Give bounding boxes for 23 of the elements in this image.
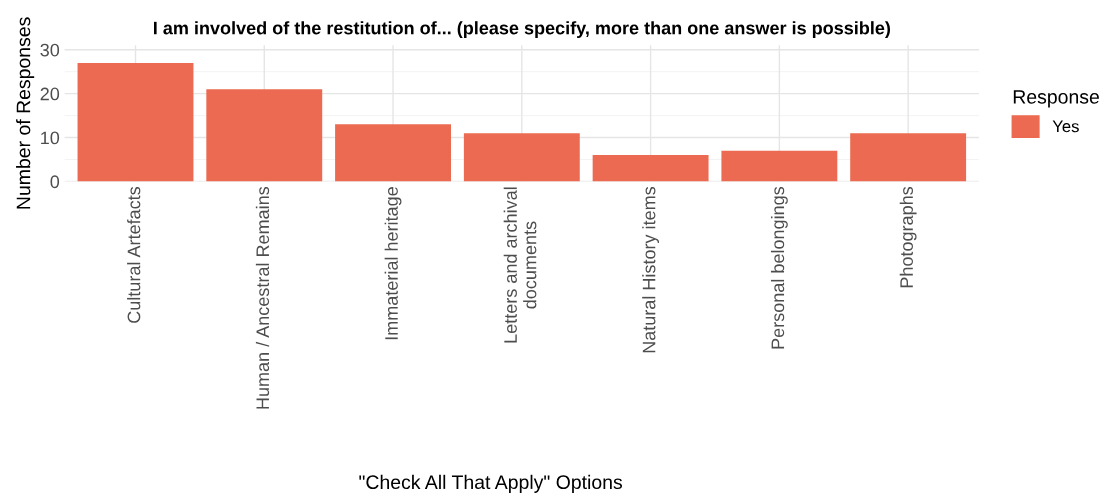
x-tick-label: Personal belongings — [770, 186, 788, 349]
x-axis-title: "Check All That Apply" Options — [359, 474, 623, 493]
y-axis-title: Number of Responses — [16, 17, 35, 209]
bar — [335, 124, 451, 182]
bar — [206, 89, 323, 182]
x-tick-label: Cultural Artefacts — [127, 186, 141, 323]
bar — [850, 133, 967, 182]
bar — [721, 150, 838, 182]
y-tick-label: 20 — [40, 87, 60, 101]
bar — [463, 133, 580, 182]
y-tick-label: 30 — [40, 43, 60, 57]
y-tick-label: 0 — [50, 175, 60, 189]
y-tick-label: 10 — [41, 131, 60, 145]
x-tick-label: Letters and archival documents — [503, 187, 537, 343]
x-tick-label: Immaterial heritage — [384, 187, 402, 340]
x-tick-label: Natural History items — [642, 186, 660, 353]
x-tick-label: Human / Ancestral Remains — [255, 186, 270, 409]
bar — [592, 155, 709, 182]
chart-title: I am involved of the restitution of... (please specify, more than one answer is possible) — [154, 21, 891, 38]
legend-title: Response — [1013, 90, 1099, 108]
bar — [77, 62, 194, 182]
legend-label: Yes — [1052, 120, 1079, 133]
x-tick-label: Photographs — [899, 186, 917, 288]
